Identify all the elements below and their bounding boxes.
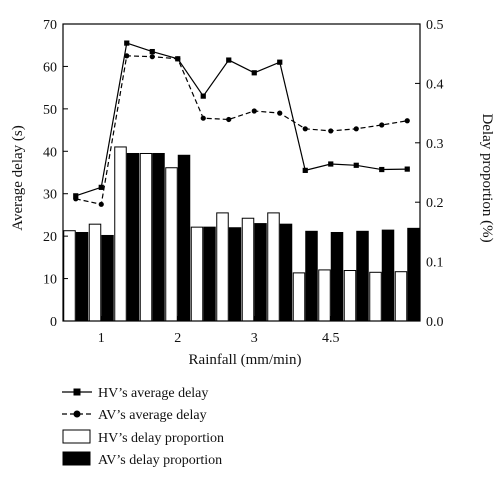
bar-av-delay-proportion: [126, 152, 140, 322]
bar-av-delay-proportion: [152, 152, 165, 322]
bar-hv-delay-proportion: [88, 223, 102, 322]
y-left-tick-label: 70: [43, 18, 57, 33]
point-hv-average-delay: [149, 48, 155, 55]
bar-hv-delay-proportion: [292, 272, 306, 322]
legend-label-av-delay-proportion: AV’s delay proportion: [98, 453, 222, 468]
point-av-average-delay: [226, 116, 232, 123]
legend: HV’s average delay AV’s average delay HV…: [62, 386, 224, 468]
y-left-tick-label: 40: [43, 145, 57, 160]
x-tick-label: 4.5: [322, 331, 340, 346]
point-hv-average-delay: [277, 59, 283, 65]
point-hv-average-delay: [404, 166, 410, 172]
bar-av-delay-proportion: [305, 230, 318, 322]
y-left-tick-label: 50: [43, 103, 57, 118]
point-av-average-delay: [328, 128, 334, 134]
bar-av-delay-proportion: [228, 227, 242, 322]
point-av-average-delay: [98, 201, 104, 207]
point-hv-average-delay: [200, 93, 206, 99]
bar-hv-delay-proportion: [318, 269, 331, 322]
line-hv-average-delay: [75, 42, 408, 197]
y-axis-left-title: Average delay (s): [10, 125, 26, 231]
point-av-average-delay: [251, 108, 257, 114]
bar-hv-delay-proportion: [241, 217, 255, 322]
bar-av-delay-proportion: [101, 234, 114, 322]
line-av-average-delay: [75, 55, 408, 206]
point-av-average-delay: [149, 54, 155, 60]
point-av-average-delay: [353, 126, 359, 132]
legend-label-hv-average-delay: HV’s average delay: [98, 386, 208, 401]
point-hv-average-delay: [226, 57, 232, 63]
y-right-tick-label: 0.0: [426, 315, 444, 330]
y-right-tick-label: 0.4: [426, 77, 444, 92]
bar-av-delay-proportion: [75, 231, 89, 322]
point-av-average-delay: [404, 118, 410, 124]
bar-av-delay-proportion: [407, 227, 420, 322]
line-group: [73, 40, 410, 207]
point-av-average-delay: [379, 122, 385, 128]
bar-hv-delay-proportion: [165, 167, 178, 322]
bar-hv-delay-proportion: [139, 152, 153, 322]
bar-hv-delay-proportion: [394, 271, 408, 322]
axis-ticks: 0 10 20 30 40 50 60 70 0.0 0.1 0.2 0.3 0.4 0.5 1 2 3 4.5: [43, 18, 444, 346]
bar-av-delay-proportion: [177, 154, 191, 322]
point-hv-average-delay: [175, 56, 181, 62]
bar-av-delay-proportion: [381, 229, 395, 322]
point-hv-average-delay: [73, 193, 79, 199]
bar-av-delay-proportion: [203, 226, 216, 322]
y-left-tick-label: 10: [43, 273, 57, 288]
x-tick-label: 2: [174, 331, 181, 346]
legend-av-bar-swatch: [62, 451, 91, 466]
y-right-tick-label: 0.5: [426, 18, 444, 33]
point-av-average-delay: [302, 126, 308, 132]
bar-hv-delay-proportion: [267, 212, 280, 322]
legend-hv-bar-swatch: [62, 429, 91, 444]
plot-border: [62, 23, 421, 322]
legend-label-hv-delay-proportion: HV’s delay proportion: [98, 431, 224, 446]
point-hv-average-delay: [353, 162, 359, 168]
plot-frame: [62, 23, 421, 322]
point-hv-average-delay: [302, 167, 308, 173]
bar-hv-delay-proportion: [114, 146, 127, 322]
bar-av-delay-proportion: [279, 223, 293, 322]
bar-hv-delay-proportion: [369, 271, 382, 322]
y-left-tick-label: 0: [50, 315, 57, 330]
bar-av-delay-proportion: [254, 223, 267, 322]
bar-av-delay-proportion: [356, 230, 369, 322]
point-av-average-delay: [124, 53, 130, 59]
legend-av-circle-marker: [73, 410, 81, 418]
bar-hv-delay-proportion: [216, 212, 229, 322]
point-av-average-delay: [200, 115, 206, 121]
y-right-tick-label: 0.2: [426, 196, 444, 211]
x-tick-label: 3: [251, 331, 258, 346]
y-right-tick-label: 0.3: [426, 137, 444, 152]
y-left-tick-label: 20: [43, 230, 57, 245]
y-axis-right-title: Delay proportion (%): [479, 113, 495, 242]
y-left-tick-label: 30: [43, 188, 57, 203]
bar-group: [63, 146, 420, 322]
legend-hv-square-marker: [73, 388, 81, 396]
point-hv-average-delay: [379, 166, 385, 173]
point-hv-average-delay: [251, 70, 257, 76]
x-tick-label: 1: [98, 331, 105, 346]
point-hv-average-delay: [98, 184, 104, 190]
bar-hv-delay-proportion: [190, 226, 204, 322]
point-hv-average-delay: [124, 40, 130, 46]
bar-hv-delay-proportion: [343, 270, 357, 322]
point-av-average-delay: [277, 110, 283, 116]
y-right-tick-label: 0.1: [426, 256, 444, 271]
legend-label-av-average-delay: AV’s average delay: [98, 408, 207, 423]
y-left-tick-label: 60: [43, 60, 57, 75]
bar-av-delay-proportion: [330, 231, 344, 322]
bar-hv-delay-proportion: [63, 230, 76, 322]
x-axis-title: Rainfall (mm/min): [189, 352, 302, 368]
point-hv-average-delay: [328, 161, 334, 167]
